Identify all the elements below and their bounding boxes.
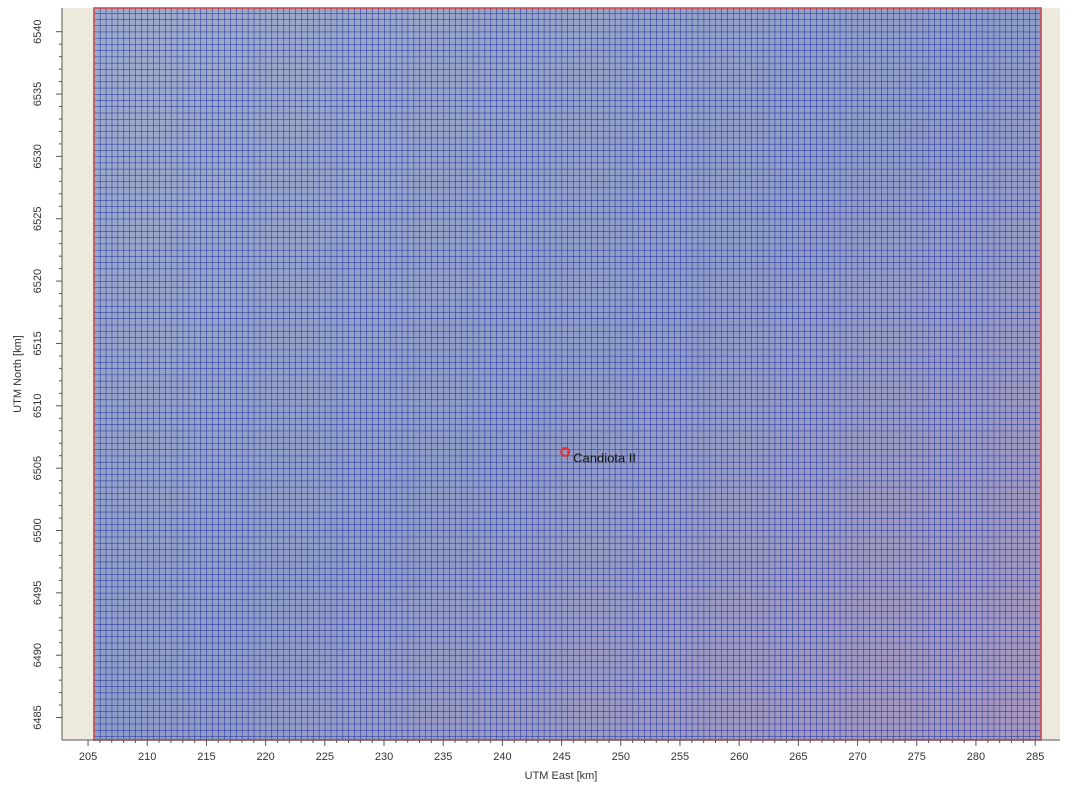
- y-tick-label: 6505: [32, 456, 44, 480]
- x-tick-label: 270: [848, 751, 866, 763]
- x-tick-label: 250: [612, 751, 630, 763]
- y-tick-label: 6495: [32, 581, 44, 605]
- x-tick-label: 265: [789, 751, 807, 763]
- source-label: Candiota II: [573, 450, 636, 465]
- y-tick-label: 6510: [32, 394, 44, 418]
- y-tick-label: 6500: [32, 518, 44, 542]
- x-tick-label: 280: [967, 751, 985, 763]
- x-axis-title: UTM East [km]: [525, 770, 598, 782]
- x-tick-label: 240: [493, 751, 511, 763]
- y-tick-label: 6520: [32, 269, 44, 293]
- x-tick-label: 215: [197, 751, 215, 763]
- y-tick-label: 6485: [32, 705, 44, 729]
- x-tick-label: 220: [256, 751, 274, 763]
- y-tick-label: 6515: [32, 331, 44, 355]
- y-tick-label: 6540: [32, 19, 44, 43]
- x-tick-label: 260: [730, 751, 748, 763]
- x-tick-label: 230: [375, 751, 393, 763]
- x-tick-label: 225: [316, 751, 334, 763]
- y-tick-label: 6490: [32, 643, 44, 667]
- y-tick-label: 6535: [32, 82, 44, 106]
- x-tick-label: 235: [434, 751, 452, 763]
- x-tick-label: 255: [671, 751, 689, 763]
- x-tick-label: 275: [908, 751, 926, 763]
- y-tick-label: 6530: [32, 144, 44, 168]
- x-tick-label: 285: [1026, 751, 1044, 763]
- x-tick-label: 245: [552, 751, 570, 763]
- receptor-grid: [94, 8, 1041, 740]
- page: {"chart_data": {"type": "scatter", "xlab…: [0, 0, 1066, 788]
- y-tick-label: 6525: [32, 207, 44, 231]
- x-tick-label: 210: [138, 751, 156, 763]
- chart: UTM East [km] UTM North [km] 205 210 215 22…: [0, 0, 1066, 788]
- y-axis-title: UTM North [km]: [12, 335, 24, 413]
- x-tick-label: 205: [79, 751, 97, 763]
